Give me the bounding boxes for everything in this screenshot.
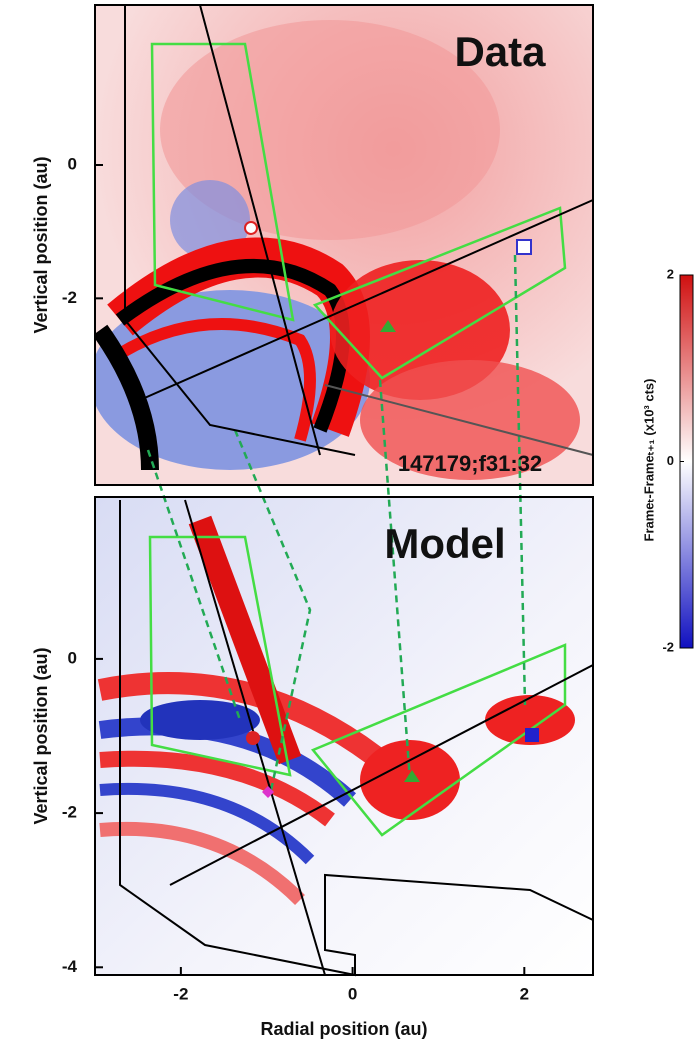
y-tick-label: -2: [62, 288, 77, 307]
x-tick-label: 0: [348, 984, 357, 1003]
panel-frame: [94, 4, 594, 486]
connectors: [146, 254, 527, 796]
panel-title: Model: [384, 520, 505, 567]
colorbar-tick-label: -2: [662, 639, 674, 654]
panel-id: 147179;f31:32: [398, 451, 542, 476]
colorbar-tick-label: 0: [667, 453, 674, 468]
y-tick-label: -2: [62, 803, 77, 822]
regions: [148, 42, 567, 837]
y-tick-label: 0: [68, 154, 77, 173]
colorbar-tick-label: 2: [667, 266, 674, 281]
panel-title: Data: [454, 28, 546, 75]
y-axis-label: Vertical position (au): [31, 647, 51, 824]
colorbar-label: Frameₜ-Frameₜ₊₁ (x10³ cts): [641, 379, 656, 542]
y-tick-label: 0: [68, 648, 77, 667]
y-axis-label: Vertical position (au): [31, 156, 51, 333]
panel-frame: [94, 496, 594, 976]
x-axis-label: Radial position (au): [260, 1019, 427, 1039]
data-image: [95, 5, 593, 485]
x-tick-label: 2: [520, 984, 529, 1003]
markers: [244, 221, 539, 798]
x-tick-label: -2: [173, 984, 188, 1003]
y-tick-label: -4: [62, 957, 78, 976]
